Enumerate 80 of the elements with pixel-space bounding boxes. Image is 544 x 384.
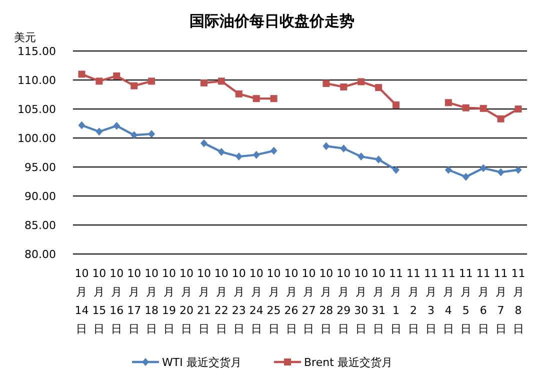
legend-label: WTI 最近交货月 — [162, 356, 242, 369]
xtick: 11月1日 — [389, 267, 404, 336]
point — [218, 78, 225, 85]
point — [200, 79, 208, 86]
xtick: 10月14日 — [74, 267, 89, 336]
xtick: 11月8日 — [511, 267, 526, 336]
xtick: 10月24日 — [249, 267, 264, 336]
point — [497, 115, 504, 122]
xtick: 10月31日 — [372, 267, 386, 336]
point — [340, 144, 348, 152]
point — [270, 95, 278, 102]
point — [392, 166, 400, 174]
xtick: 10月18日 — [144, 267, 159, 336]
point — [480, 104, 487, 112]
point — [148, 130, 156, 138]
point — [322, 142, 330, 150]
point — [252, 95, 260, 102]
point — [252, 150, 260, 159]
point — [392, 101, 400, 108]
title: 国际油价每日收盘价走势 — [190, 12, 354, 30]
point — [444, 99, 452, 106]
xtick: 10月21日 — [196, 267, 211, 336]
point — [130, 82, 138, 90]
point — [218, 148, 225, 156]
xtick: 11月2日 — [406, 267, 420, 336]
ytick: 105.00 — [18, 103, 56, 116]
xtick: 10月29日 — [336, 267, 351, 336]
ylabel: 美元 — [14, 31, 36, 44]
xtick: 10月26日 — [284, 267, 298, 336]
point — [462, 172, 470, 181]
point — [358, 78, 365, 86]
point — [113, 122, 120, 130]
ytick: 95.00 — [24, 161, 56, 174]
point — [358, 152, 365, 161]
xtick: 10月27日 — [302, 267, 316, 336]
point — [375, 84, 382, 92]
point — [113, 72, 120, 80]
point — [235, 152, 242, 161]
xtick: 11月6日 — [476, 267, 490, 336]
xtick: 10月30日 — [354, 267, 368, 336]
ytick: 100.00 — [18, 132, 56, 145]
ytick: 80.00 — [24, 248, 56, 261]
xtick: 11月3日 — [424, 267, 438, 336]
legend-item: Brent 最近交货月 — [274, 356, 392, 369]
point — [130, 131, 138, 140]
xtick: 11月7日 — [494, 267, 508, 336]
point — [96, 78, 103, 85]
xtick: 10月16日 — [110, 267, 124, 336]
point — [514, 106, 522, 112]
point — [514, 166, 522, 174]
legend-label: Brent 最近交货月 — [304, 356, 392, 369]
xtick: 11月5日 — [458, 267, 473, 336]
xtick: 10月20日 — [180, 267, 194, 336]
xtick: 10月22日 — [214, 267, 228, 336]
xtick: 10月25日 — [266, 267, 281, 336]
point — [444, 166, 452, 174]
point — [322, 80, 330, 87]
point — [96, 128, 103, 136]
xtick: 10月17日 — [127, 267, 142, 336]
point — [148, 78, 156, 85]
point — [375, 155, 382, 164]
legend-item: WTI 最近交货月 — [132, 356, 242, 369]
point — [78, 70, 86, 78]
point — [270, 146, 278, 155]
ytick: 85.00 — [24, 219, 56, 232]
xtick: 10月23日 — [232, 267, 246, 336]
point — [462, 104, 470, 112]
point — [480, 164, 487, 172]
ytick: 90.00 — [24, 190, 56, 203]
point — [78, 121, 86, 130]
point — [497, 168, 504, 176]
xtick: 11月4日 — [441, 267, 456, 336]
ytick: 110.00 — [18, 74, 56, 87]
xtick: 10月28日 — [319, 267, 334, 336]
point — [340, 83, 348, 90]
point — [235, 90, 242, 98]
ytick: 115.00 — [18, 45, 56, 58]
xtick: 10月15日 — [92, 267, 106, 336]
point — [200, 139, 208, 148]
xtick: 10月19日 — [162, 267, 176, 336]
